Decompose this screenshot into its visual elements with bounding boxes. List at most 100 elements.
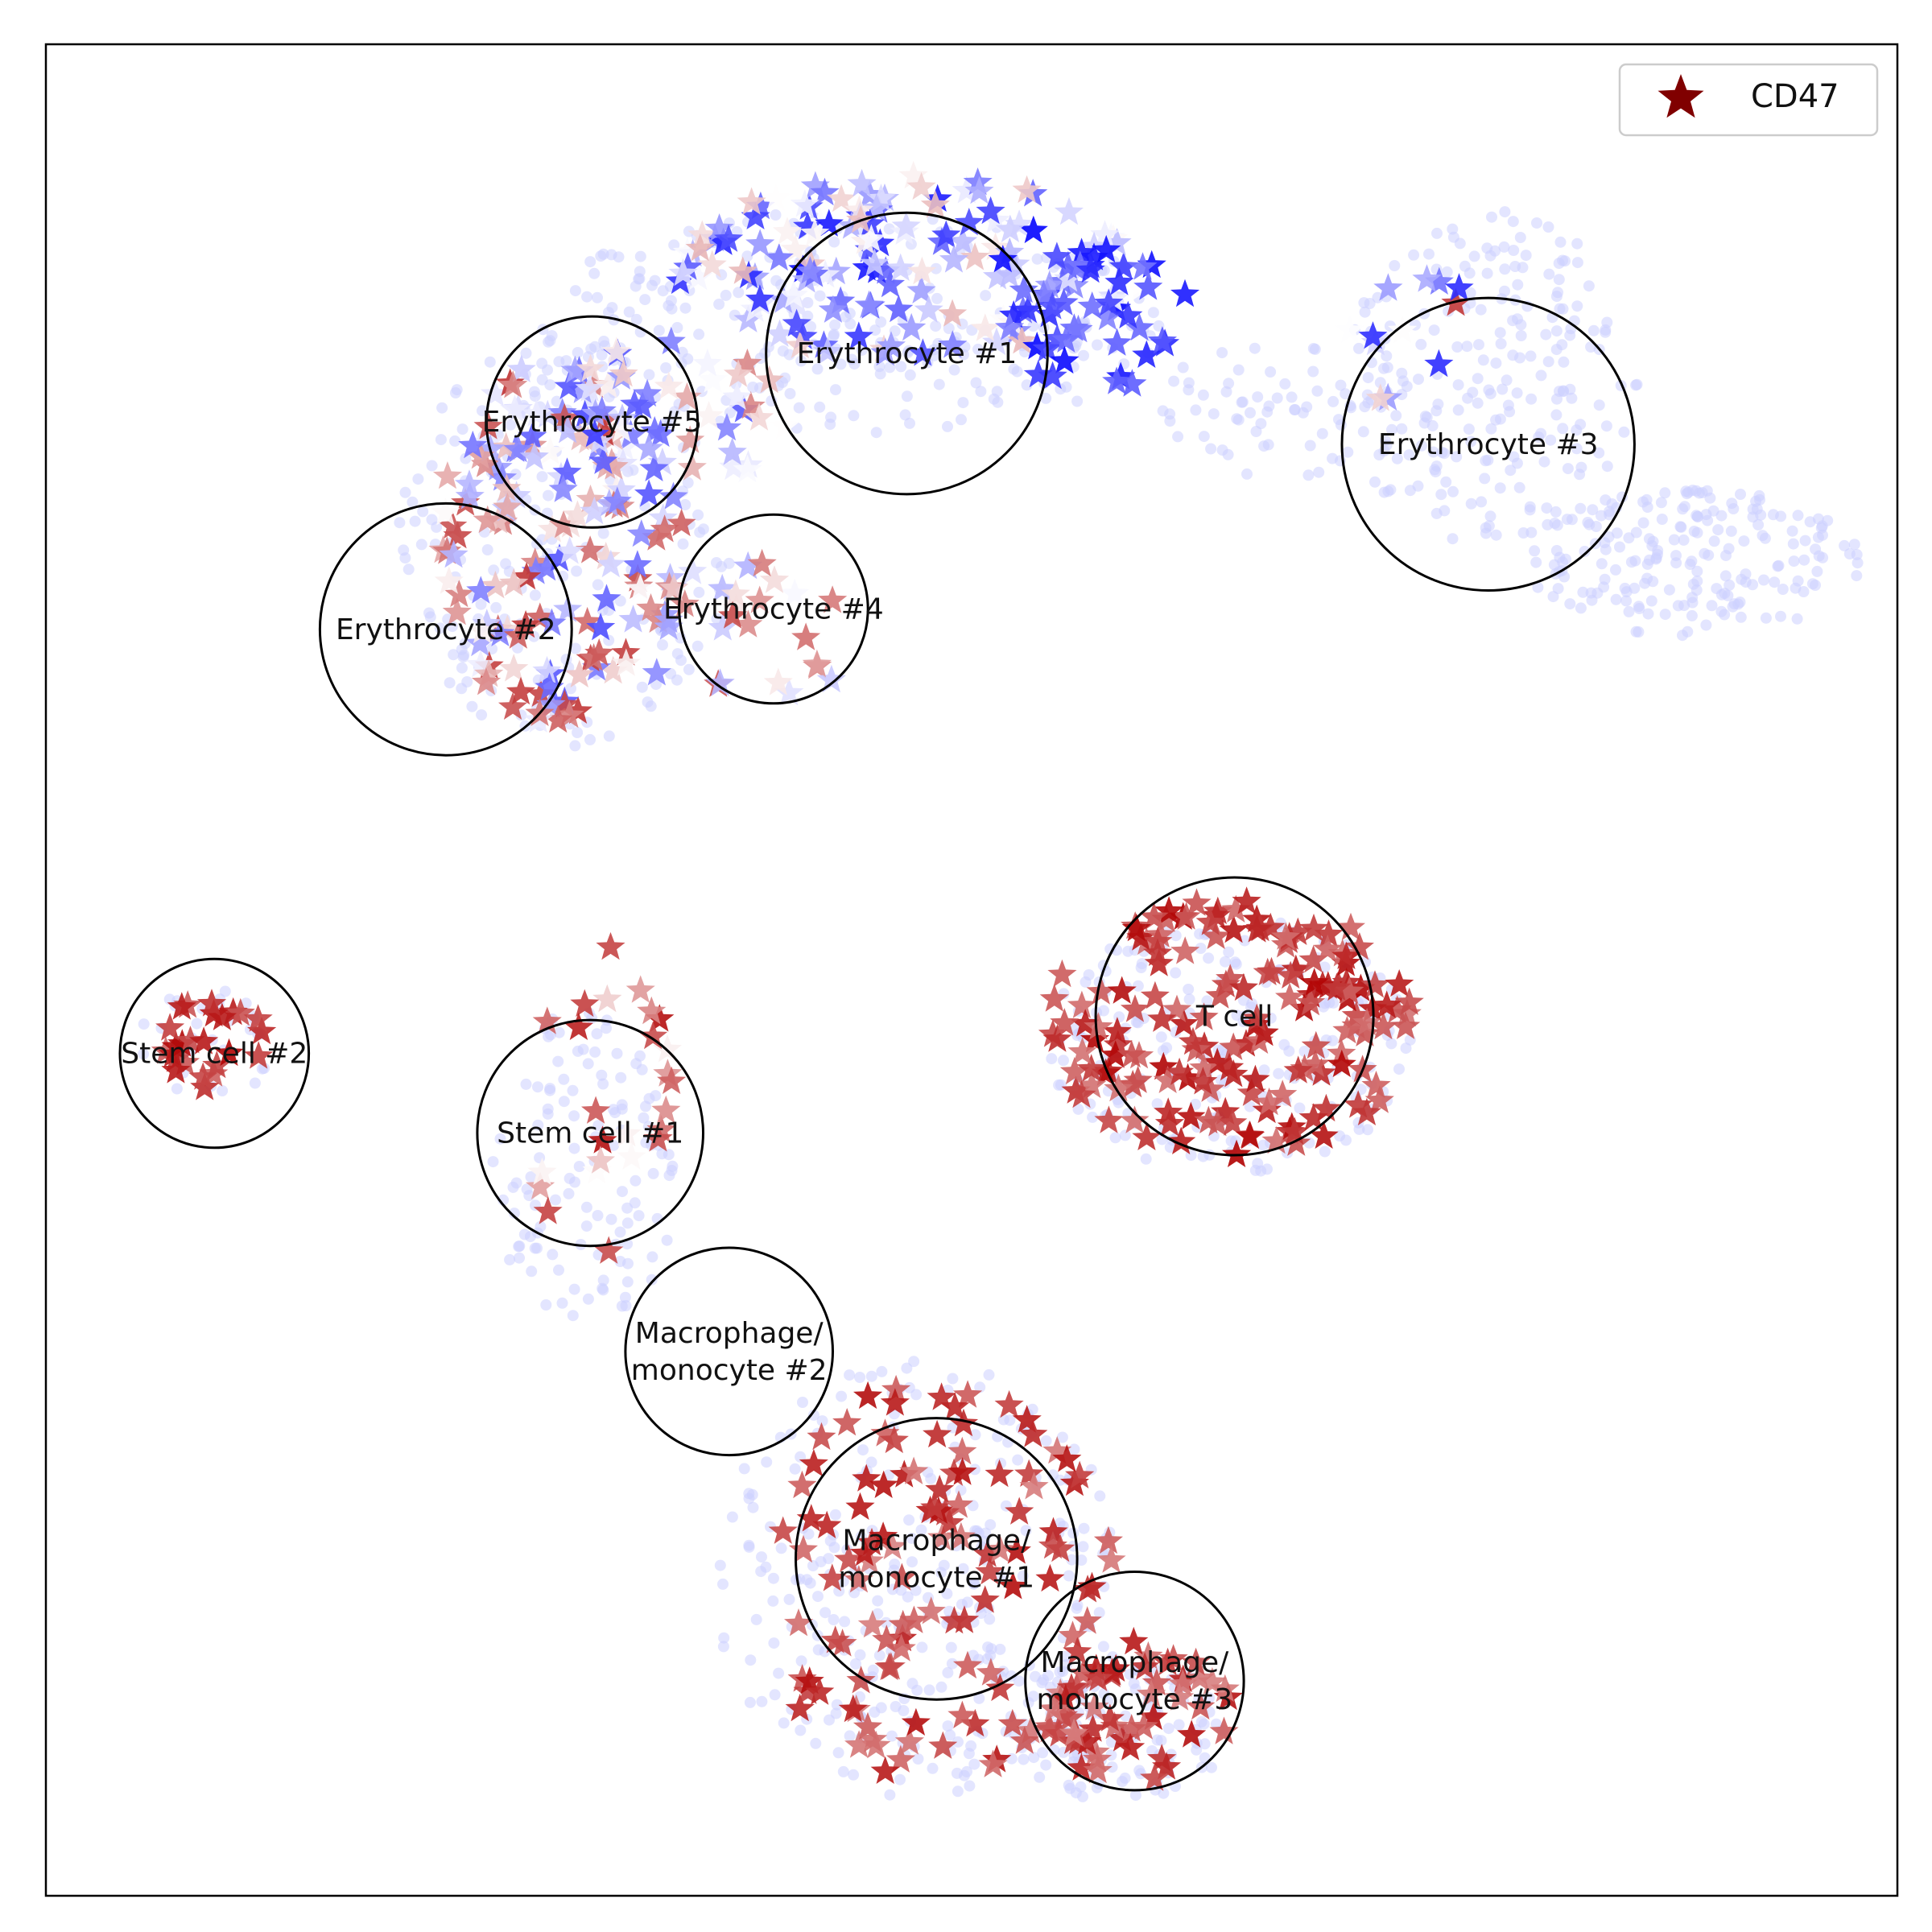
cd47-star-point — [1083, 1756, 1113, 1784]
cd47-star-point — [1242, 1003, 1272, 1031]
background-cell-point — [1385, 1038, 1397, 1050]
cd47-star-point — [570, 989, 600, 1018]
background-cell-point — [1190, 404, 1202, 416]
background-cell-point — [1060, 381, 1072, 393]
cd47-star-point — [906, 275, 936, 303]
cd47-star-point — [1038, 1019, 1067, 1047]
cd47-star-point — [175, 1026, 205, 1054]
background-cell-point — [1092, 339, 1103, 351]
cd47-star-point — [813, 336, 843, 365]
cd47-star-point — [870, 337, 900, 365]
background-cell-point — [1120, 1710, 1132, 1722]
cd47-star-point — [474, 658, 504, 687]
cd47-star-point — [1182, 888, 1212, 916]
cd47-star-point — [1173, 1063, 1203, 1092]
background-cell-point — [1026, 1403, 1038, 1415]
cd47-star-point — [1016, 1715, 1046, 1744]
background-cell-point — [839, 1616, 851, 1628]
background-cell-point — [605, 1213, 617, 1225]
background-cell-point — [409, 515, 421, 527]
cd47-star-point — [871, 256, 901, 284]
background-cell-point — [1633, 603, 1645, 614]
cd47-star-point — [1365, 383, 1395, 411]
background-cell-point — [1477, 354, 1489, 366]
cd47-star-point — [844, 1565, 873, 1593]
cd47-star-point — [866, 184, 896, 212]
background-cell-point — [1760, 612, 1772, 624]
cd47-star-point — [636, 593, 666, 621]
background-cell-point — [1583, 280, 1595, 292]
background-cell-point — [1286, 391, 1298, 403]
cd47-star-point — [1154, 1108, 1185, 1137]
cd47-star-point — [947, 1457, 977, 1485]
cd47-star-point — [1203, 1108, 1232, 1137]
background-cell-point — [980, 290, 992, 302]
cd47-star-point — [1394, 987, 1424, 1015]
background-cell-point — [511, 642, 523, 654]
cd47-star-point — [586, 613, 616, 641]
cd47-star-point — [533, 1196, 563, 1224]
cd47-star-point — [728, 256, 758, 284]
cd47-star-point — [1232, 1029, 1261, 1057]
background-cell-point — [1499, 206, 1511, 218]
cluster-circle — [485, 315, 700, 529]
cd47-star-point — [761, 183, 791, 212]
cd47-star-point — [890, 1459, 919, 1488]
background-cell-point — [875, 316, 887, 328]
cd47-star-point — [865, 228, 895, 257]
background-cell-point — [1408, 249, 1420, 261]
background-cell-point — [1340, 1134, 1352, 1146]
background-cell-point — [829, 1509, 841, 1521]
cd47-star-point — [1117, 1039, 1146, 1068]
background-cell-point — [677, 538, 689, 550]
background-cell-point — [738, 1463, 750, 1475]
cd47-star-point — [1138, 1702, 1168, 1730]
cd47-star-point — [845, 1492, 875, 1520]
background-cell-point — [508, 1208, 520, 1220]
background-cell-point — [592, 291, 603, 303]
background-cell-point — [550, 1194, 561, 1206]
background-cell-point — [1678, 600, 1690, 612]
cd47-star-point — [553, 594, 583, 622]
cd47-star-point — [976, 196, 1005, 225]
cd47-star-point — [1078, 1714, 1108, 1742]
background-cell-point — [1720, 550, 1732, 562]
background-cell-point — [1511, 457, 1523, 469]
cd47-star-point — [1335, 315, 1364, 343]
cd47-star-point — [838, 1694, 868, 1723]
background-cell-point — [829, 319, 841, 331]
background-cell-point — [1075, 1781, 1087, 1793]
cd47-star-point — [575, 374, 605, 402]
cd47-star-point — [1188, 1067, 1218, 1095]
cd47-star-point — [719, 452, 749, 481]
cd47-star-point — [1080, 1692, 1109, 1720]
background-cell-point — [1468, 250, 1480, 262]
cd47-star-point — [638, 1021, 668, 1050]
background-cell-point — [1327, 1034, 1339, 1046]
background-cell-point — [1600, 420, 1612, 432]
background-cell-point — [837, 1765, 849, 1777]
background-cell-point — [865, 1456, 877, 1468]
cluster-label: monocyte #2 — [631, 1354, 828, 1387]
background-cell-point — [778, 1717, 790, 1729]
background-cell-point — [1614, 541, 1625, 553]
cd47-star-point — [876, 331, 906, 359]
cd47-star-point — [733, 349, 762, 377]
background-cell-point — [544, 1084, 556, 1096]
cd47-star-point — [745, 229, 775, 257]
background-cell-point — [1382, 485, 1394, 497]
cd47-star-point — [1067, 1080, 1096, 1108]
background-cell-point — [1550, 344, 1563, 356]
cd47-star-point — [1059, 1056, 1089, 1085]
background-cell-point — [1313, 466, 1325, 478]
cd47-star-point — [940, 1392, 970, 1420]
cd47-star-point — [1412, 264, 1442, 292]
background-cell-point — [773, 1667, 785, 1679]
cd47-star-point — [667, 508, 696, 537]
background-cell-point — [633, 1210, 645, 1222]
background-cell-point — [1663, 584, 1675, 596]
cd47-star-point — [985, 1534, 1015, 1563]
cd47-star-point — [1080, 1024, 1110, 1053]
background-cell-point — [824, 419, 836, 430]
cd47-star-point — [1392, 998, 1422, 1027]
